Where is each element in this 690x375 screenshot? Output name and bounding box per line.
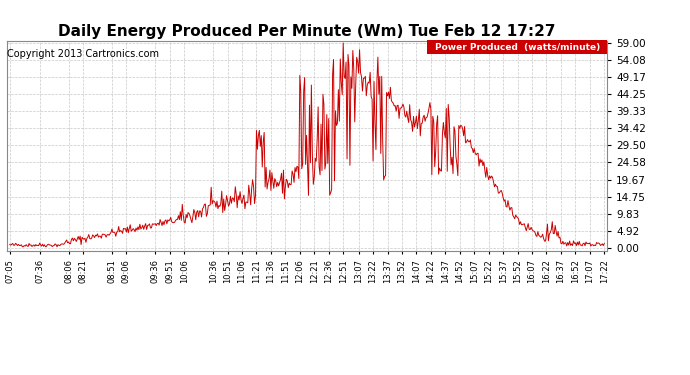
Text: Copyright 2013 Cartronics.com: Copyright 2013 Cartronics.com: [7, 49, 159, 59]
Title: Daily Energy Produced Per Minute (Wm) Tue Feb 12 17:27: Daily Energy Produced Per Minute (Wm) Tu…: [58, 24, 556, 39]
